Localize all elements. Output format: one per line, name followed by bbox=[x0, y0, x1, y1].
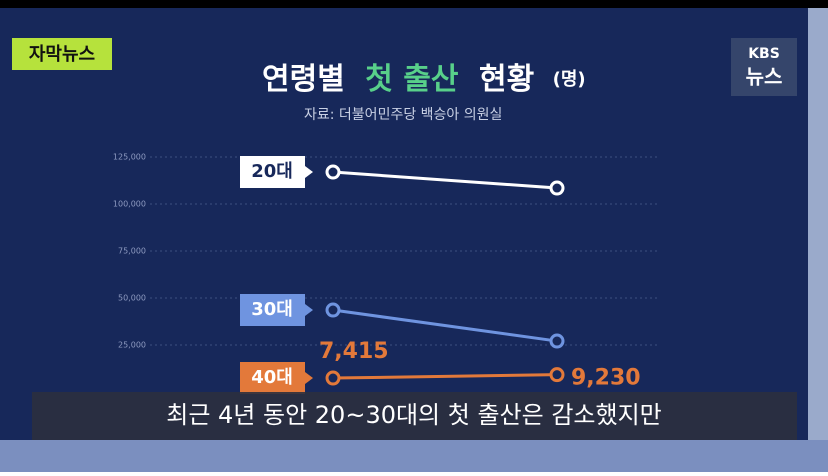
badge-text: 자막뉴스 bbox=[29, 44, 95, 65]
point bbox=[549, 367, 565, 383]
point bbox=[549, 333, 565, 349]
caption: 최근 4년 동안 20~30대의 첫 출산은 감소했지만 bbox=[166, 401, 662, 429]
series-line bbox=[332, 373, 558, 380]
title-part: 첫 출산 bbox=[365, 62, 459, 97]
series-line bbox=[332, 308, 558, 343]
side-strip bbox=[808, 8, 828, 440]
legend-box bbox=[240, 294, 313, 327]
caption-box bbox=[32, 392, 797, 440]
y-tick-label: 125,000 bbox=[113, 153, 146, 162]
unit: (명) bbox=[553, 69, 586, 90]
badge bbox=[12, 38, 112, 70]
chart-title: 연령별 첫 출산 현황 (명) bbox=[262, 62, 586, 97]
logo-bottom: 뉴스 bbox=[746, 65, 783, 89]
y-tick-label: 100,000 bbox=[113, 200, 146, 209]
legend-label: 40대 bbox=[251, 367, 293, 388]
legend-label: 20대 bbox=[251, 161, 293, 182]
title-part: 현황 bbox=[479, 62, 534, 97]
legend-box bbox=[240, 156, 313, 189]
point bbox=[325, 164, 341, 180]
chart-panel bbox=[0, 8, 808, 440]
point bbox=[325, 370, 341, 386]
title-part: 연령별 bbox=[262, 62, 345, 97]
y-tick-label: 75,000 bbox=[118, 247, 146, 256]
y-tick-label: 25,000 bbox=[118, 341, 146, 350]
point bbox=[325, 302, 341, 318]
series-line bbox=[332, 170, 558, 190]
logo-top: KBS bbox=[748, 46, 780, 62]
y-tick-label: 50,000 bbox=[118, 294, 146, 303]
source: 자료: 더불어민주당 백승아 의원실 bbox=[304, 107, 502, 123]
logo bbox=[731, 38, 797, 96]
legend-box bbox=[240, 362, 313, 395]
point bbox=[549, 180, 565, 196]
top-bar bbox=[0, 0, 828, 8]
legend-label: 30대 bbox=[251, 299, 293, 320]
data-label: 7,415 bbox=[319, 339, 389, 364]
data-label: 9,230 bbox=[571, 366, 641, 391]
